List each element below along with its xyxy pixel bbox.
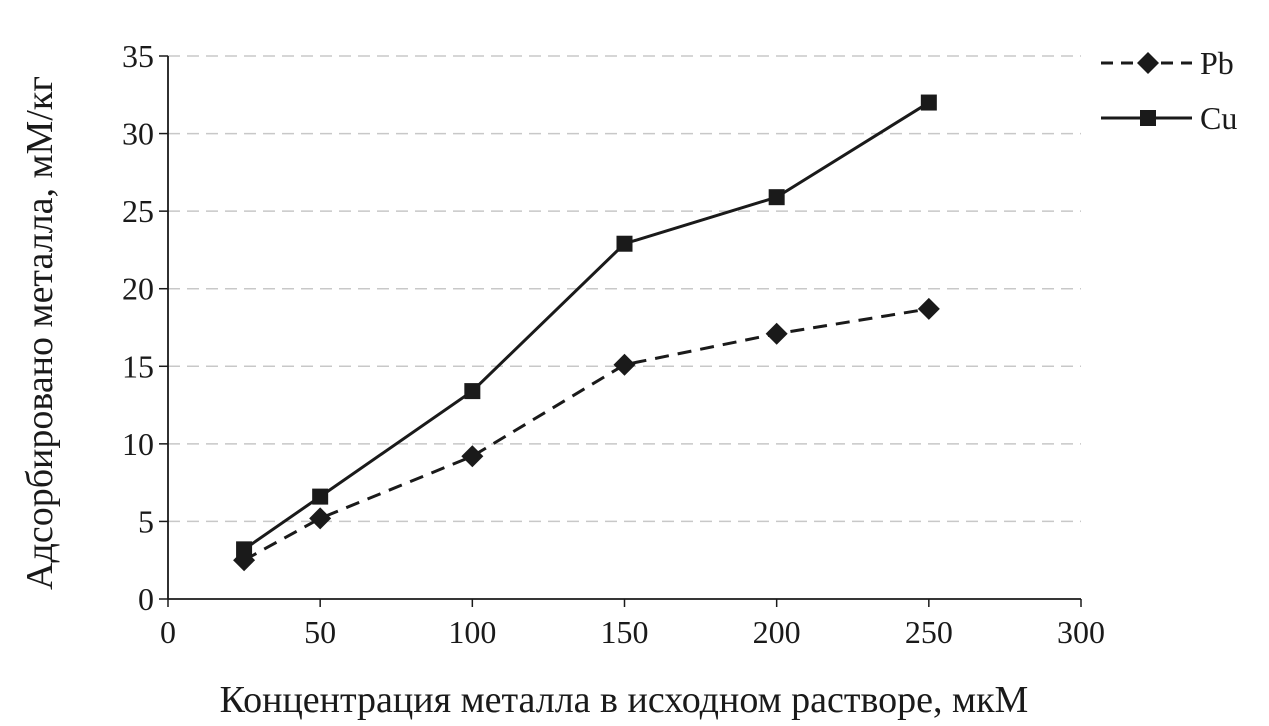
- legend-marker-cu: [1140, 110, 1156, 126]
- y-tick-label: 35: [122, 38, 154, 74]
- y-tick-label: 5: [138, 503, 154, 539]
- y-axis-title: Адсорбировано металла, мМ/кг: [19, 76, 61, 590]
- data-point-pb: [309, 507, 332, 530]
- legend: Pb Cu: [1101, 45, 1237, 136]
- x-tick-label: 200: [753, 614, 801, 650]
- data-point-cu: [616, 235, 633, 252]
- data-point-cu: [464, 383, 481, 400]
- legend-marker-pb: [1137, 52, 1159, 74]
- y-tick-label: 30: [122, 116, 154, 152]
- data-point-pb: [917, 297, 940, 320]
- x-tick-label: 100: [448, 614, 496, 650]
- series-layer: [233, 94, 940, 572]
- data-point-pb: [765, 322, 788, 345]
- y-tick-label: 0: [138, 581, 154, 617]
- y-tick-label: 10: [122, 426, 154, 462]
- x-tick-label: 0: [160, 614, 176, 650]
- axes: [167, 56, 1081, 600]
- series-line-pb: [243, 307, 930, 562]
- legend-label-pb: Pb: [1200, 45, 1234, 81]
- data-point-cu: [920, 94, 937, 111]
- y-tick-label: 25: [122, 193, 154, 229]
- gridlines: [159, 55, 1082, 607]
- data-point-cu: [312, 488, 329, 505]
- legend-label-cu: Cu: [1200, 100, 1237, 136]
- y-tick-labels: 0 5 10 15 20 25 30 35: [122, 38, 154, 617]
- data-point-cu: [768, 189, 785, 206]
- x-tick-label: 300: [1057, 614, 1105, 650]
- series-line-cu: [243, 101, 930, 551]
- x-tick-label: 50: [304, 614, 336, 650]
- x-tick-labels: 0 50 100 150 200 250 300: [160, 614, 1105, 650]
- y-tick-label: 20: [122, 271, 154, 307]
- x-tick-label: 150: [601, 614, 649, 650]
- data-point-cu: [236, 541, 253, 558]
- x-tick-label: 250: [905, 614, 953, 650]
- data-point-pb: [613, 353, 636, 376]
- y-tick-label: 15: [122, 348, 154, 384]
- data-point-pb: [461, 445, 484, 468]
- x-axis-title: Концентрация металла в исходном растворе…: [220, 679, 1029, 721]
